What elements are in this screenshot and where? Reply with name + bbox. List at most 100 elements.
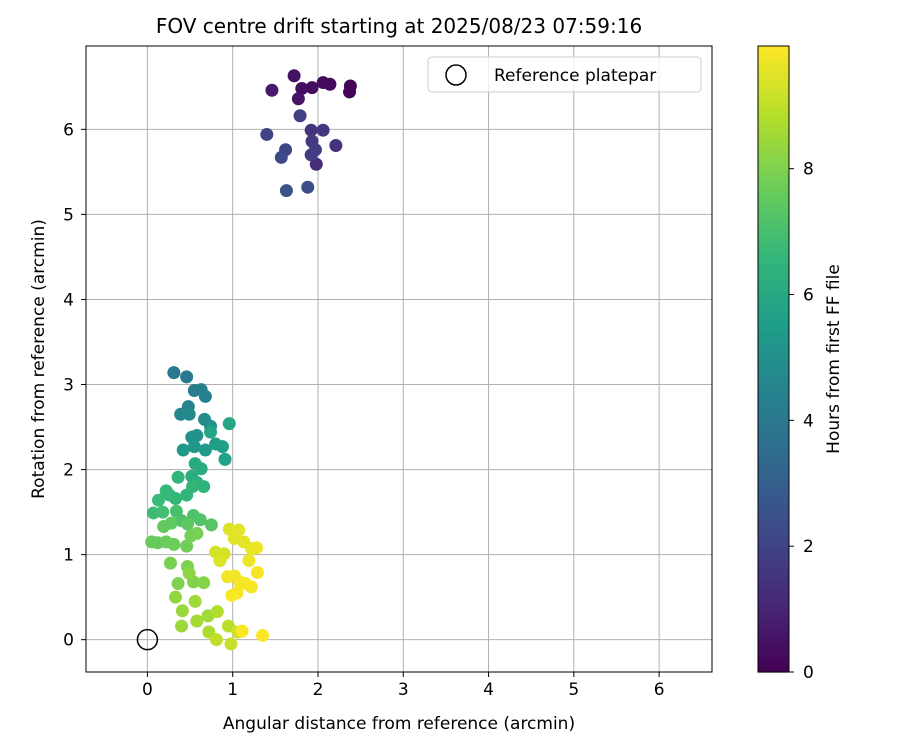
colorbar-segment: [758, 369, 789, 376]
colorbar-segment: [758, 578, 789, 584]
colorbar-segment: [758, 192, 789, 198]
colorbar-segment: [758, 322, 789, 329]
data-point: [213, 554, 227, 568]
colorbar-segment: [758, 604, 789, 610]
colorbar-segment: [758, 145, 789, 151]
axis-ticks: 0 1 2 3 4 5 6 0 1 2 3 4 5 6: [63, 120, 664, 700]
colorbar-label: Hours from first FF file: [824, 264, 844, 454]
colorbar-segment: [758, 588, 789, 595]
data-point: [250, 565, 264, 579]
data-point: [198, 443, 212, 457]
y-axis-label: Rotation from reference (arcmin): [29, 219, 49, 499]
y-tick-label: 2: [63, 461, 74, 481]
colorbar-segment: [758, 212, 789, 219]
colorbar-segment: [758, 56, 789, 63]
colorbar-segment: [758, 625, 789, 631]
colorbar-segment: [758, 108, 789, 115]
colorbar-segment: [758, 338, 789, 344]
data-point: [193, 513, 207, 527]
colorbar-segment: [758, 614, 789, 621]
colorbar-segment: [758, 468, 789, 475]
colorbar-segment: [758, 525, 789, 532]
y-tick-label: 4: [63, 290, 74, 310]
data-point: [180, 539, 194, 553]
colorbar-segment: [758, 317, 789, 324]
colorbar-segment: [758, 593, 789, 600]
colorbar-segment: [758, 598, 789, 605]
colorbar-segment: [758, 494, 789, 501]
colorbar-frame: [757, 45, 790, 673]
colorbar-segment: [758, 364, 789, 371]
colorbar-gradient: [758, 46, 789, 673]
colorbar-segment: [758, 249, 789, 256]
colorbar-segment: [758, 405, 789, 412]
colorbar-segment: [758, 567, 789, 574]
data-point: [175, 619, 189, 633]
colorbar-segment: [758, 505, 789, 511]
data-point: [343, 85, 357, 99]
colorbar-segment: [758, 442, 789, 449]
colorbar-segment: [758, 46, 789, 52]
y-tick-label: 1: [63, 546, 74, 566]
colorbar-segment: [758, 244, 789, 251]
legend-marker-reference: [445, 64, 467, 86]
colorbar-tick-label: 8: [803, 160, 814, 180]
data-point: [146, 506, 160, 520]
data-point: [180, 370, 194, 384]
colorbar-segment: [758, 645, 789, 652]
colorbar-segment: [758, 630, 789, 637]
data-point: [287, 69, 301, 83]
colorbar-segment: [758, 510, 789, 517]
colorbar-segment: [758, 343, 789, 350]
x-tick-label: 4: [483, 680, 494, 700]
colorbar-segment: [758, 390, 789, 397]
x-tick-label: 3: [398, 680, 409, 700]
data-point: [169, 590, 183, 604]
data-point: [167, 366, 181, 380]
data-point: [204, 425, 218, 439]
colorbar-segment: [758, 98, 789, 104]
colorbar-segment: [758, 92, 789, 99]
colorbar-segment: [758, 61, 789, 68]
colorbar-segment: [758, 619, 789, 626]
x-axis-label: Angular distance from reference (arcmin): [223, 714, 575, 734]
colorbar-segment: [758, 275, 789, 282]
colorbar-segment: [758, 531, 789, 537]
data-point: [274, 150, 288, 164]
colorbar-segment: [758, 426, 789, 433]
plot-frame: [85, 45, 713, 673]
colorbar-segment: [758, 515, 789, 522]
data-point: [316, 76, 330, 90]
y-tick-label: 3: [63, 376, 74, 396]
data-point: [176, 443, 190, 457]
colorbar-segment: [758, 82, 789, 89]
colorbar-segment: [758, 265, 789, 271]
colorbar-segment: [758, 379, 789, 386]
colorbar-ticks: 0 2 4 6 8: [789, 160, 814, 683]
data-points: [136, 69, 357, 651]
colorbar-segment: [758, 666, 789, 673]
colorbar-segment: [758, 134, 789, 141]
colorbar-segment: [758, 113, 789, 120]
colorbar-tick-label: 0: [803, 663, 814, 683]
colorbar-segment: [758, 583, 789, 590]
y-tick-label: 6: [63, 120, 74, 140]
colorbar-segment: [758, 285, 789, 292]
colorbar-segment: [758, 489, 789, 496]
colorbar-segment: [758, 301, 789, 308]
colorbar-segment: [758, 552, 789, 558]
colorbar-segment: [758, 233, 789, 240]
colorbar-segment: [758, 536, 789, 543]
colorbar-segment: [758, 411, 789, 417]
x-tick-label: 0: [142, 680, 153, 700]
colorbar-segment: [758, 171, 789, 178]
colorbar-segment: [758, 312, 789, 318]
chart-title: FOV centre drift starting at 2025/08/23 …: [156, 14, 642, 38]
colorbar-segment: [758, 186, 789, 193]
colorbar-segment: [758, 72, 789, 78]
colorbar-segment: [758, 447, 789, 454]
data-point: [210, 605, 224, 619]
data-point: [242, 554, 256, 568]
colorbar-segment: [758, 218, 789, 224]
